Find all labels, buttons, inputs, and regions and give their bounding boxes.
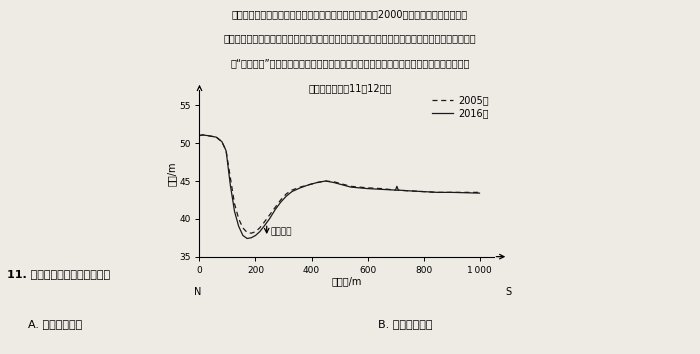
Legend: 2005年, 2016年: 2005年, 2016年 xyxy=(432,95,489,118)
Text: 但“地上悬河”这一不利形态依然存在。下图为小浪底下游黄河干流某处横剖面的高程变化示: 但“地上悬河”这一不利形态依然存在。下图为小浪底下游黄河干流某处横剖面的高程变化… xyxy=(230,58,470,68)
Text: A. 地处弯道顶端: A. 地处弯道顶端 xyxy=(28,319,83,329)
Y-axis label: 高程/m: 高程/m xyxy=(166,161,176,186)
Text: S: S xyxy=(505,287,511,297)
Text: 11. 图示剖面所在河段最有可能: 11. 图示剖面所在河段最有可能 xyxy=(7,269,110,279)
Text: 意图。据此完成11～12题。: 意图。据此完成11～12题。 xyxy=(308,83,392,93)
Text: 黄河小浪底水库位于黄河中游最后一段峡谷的出口处。自2000年小浪底水库投入运营以: 黄河小浪底水库位于黄河中游最后一段峡谷的出口处。自2000年小浪底水库投入运营以 xyxy=(232,9,468,19)
Text: 垂向冲深: 垂向冲深 xyxy=(271,227,293,236)
Text: B. 两岁岩性坚硬: B. 两岁岩性坚硬 xyxy=(378,319,433,329)
Text: 来，长期保持低含沙水流不泄的冲刷黄河河槽，使下切速率在逐渐减弱，大部河主横槽继续加深，: 来，长期保持低含沙水流不泄的冲刷黄河河槽，使下切速率在逐渐减弱，大部河主横槽继续… xyxy=(224,34,476,44)
Text: N: N xyxy=(194,287,201,297)
X-axis label: 起点距/m: 起点距/m xyxy=(331,276,362,286)
